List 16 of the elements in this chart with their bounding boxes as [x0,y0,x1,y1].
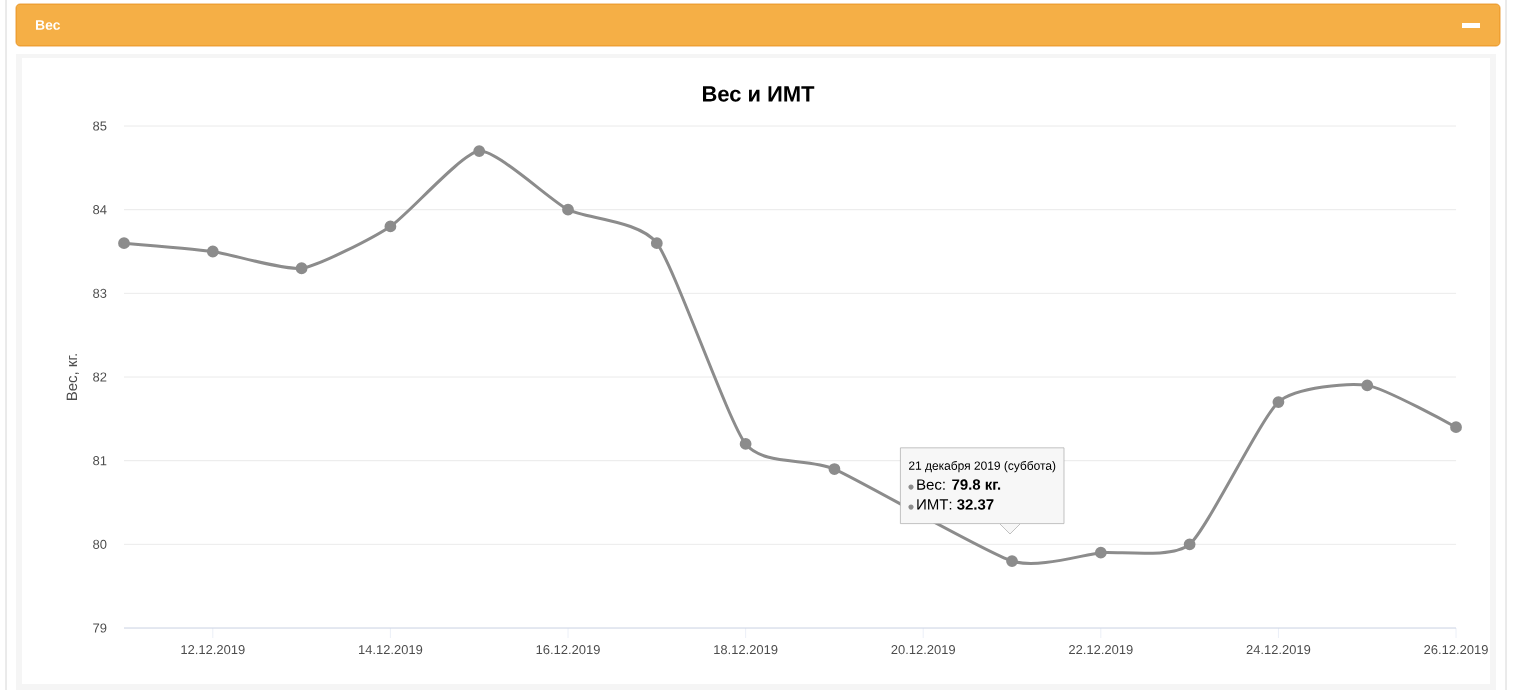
point [118,237,130,250]
point [650,237,663,250]
point [206,245,219,258]
point [1094,546,1107,559]
point [295,262,308,275]
point [1006,555,1018,567]
point [562,203,574,216]
point [384,220,397,233]
point [1450,421,1462,434]
point [1272,396,1285,408]
point [828,463,841,475]
point [473,145,486,158]
point [1361,379,1374,392]
point [739,438,752,450]
point [1183,538,1196,551]
chart-subtitle: Вес и ИМТ [702,86,815,102]
